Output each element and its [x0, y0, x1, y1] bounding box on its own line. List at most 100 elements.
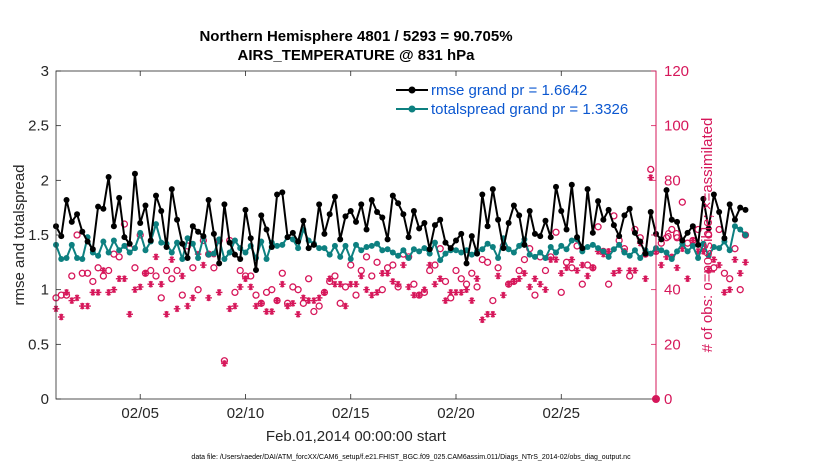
obs-assimilated-point	[268, 308, 276, 315]
obs-assimilated-point	[584, 272, 591, 280]
obs-assimilated-point	[273, 297, 281, 304]
spread-point	[384, 246, 391, 253]
rmse-point	[437, 216, 444, 223]
obs-possible-point	[726, 275, 734, 283]
rmse-point	[537, 233, 544, 240]
spread-point	[68, 241, 75, 248]
rmse-point	[363, 226, 370, 233]
rmse-point	[547, 234, 554, 241]
spread-point	[479, 246, 486, 253]
x-tick-label: 02/15	[332, 405, 370, 422]
rmse-point	[521, 241, 528, 248]
obs-possible-point	[194, 286, 202, 294]
spread-point	[668, 256, 675, 263]
rmse-point	[342, 213, 349, 220]
spread-point	[426, 250, 433, 257]
obs-possible-point	[357, 266, 365, 275]
spread-point	[547, 244, 554, 251]
rmse-point	[700, 195, 707, 202]
rmse-point	[205, 197, 212, 204]
obs-assimilated-point	[505, 280, 512, 288]
obs-possible-point	[731, 245, 739, 253]
spread-point	[374, 240, 381, 247]
obs-assimilated-point	[252, 302, 260, 310]
obs-possible-point	[531, 291, 539, 299]
obs-assimilated-point	[615, 267, 623, 274]
rmse-point	[95, 203, 102, 210]
right-tick-label: 120	[664, 63, 689, 80]
obs-possible-point	[541, 266, 550, 275]
left-axis: 0 0.5 1 1.5 2 2.5 3	[28, 63, 61, 408]
obs-possible-point	[120, 220, 129, 228]
rmse-point	[374, 209, 381, 216]
rmse-point	[600, 216, 607, 223]
obs-assimilated-point	[315, 294, 323, 302]
obs-possible-point	[468, 269, 476, 277]
obs-possible-point	[189, 264, 197, 272]
spread-point	[616, 241, 623, 248]
legend-rmse-marker	[408, 86, 416, 94]
left-tick-label: 2.5	[28, 118, 49, 135]
obs-possible-point	[441, 277, 450, 286]
spread-point	[568, 237, 575, 244]
rmse-point	[589, 229, 596, 236]
rmse-point	[689, 223, 696, 230]
spread-point	[126, 249, 133, 256]
rmse-point	[263, 226, 270, 233]
spread-point	[637, 254, 644, 261]
obs-assimilated-point	[126, 310, 133, 318]
obs-assimilated-point	[226, 305, 233, 313]
legend: rmse grand pr = 1.6642 totalspread grand…	[396, 82, 628, 118]
rmse-point	[400, 211, 407, 218]
obs-assimilated-point	[342, 302, 349, 310]
obs-assimilated-point	[605, 248, 612, 255]
obs-assimilated-point	[63, 289, 70, 296]
rmse-point	[331, 193, 338, 200]
rmse-point	[663, 187, 670, 194]
rmse-point	[416, 225, 423, 232]
obs-assimilated-point	[410, 291, 418, 299]
rmse-point	[431, 222, 438, 229]
obs-assimilated-point	[463, 286, 470, 293]
rmse-point	[605, 206, 612, 213]
obs-assimilated-point	[84, 302, 91, 310]
obs-possible-point	[294, 286, 302, 294]
rmse-point	[89, 246, 96, 253]
obs-assimilated-point	[479, 316, 486, 324]
spread-point	[674, 248, 681, 255]
x-axis-label: Feb.01,2014 00:00:00 start	[266, 428, 447, 445]
spread-point	[189, 240, 196, 247]
rmse-point	[642, 250, 649, 257]
spread-point	[416, 248, 423, 255]
spread-point	[421, 245, 428, 252]
rmse-point	[574, 234, 581, 241]
obs-assimilated-point	[384, 269, 391, 277]
obs-assimilated-point	[279, 280, 286, 288]
spread-point	[79, 256, 86, 263]
obs-possible-point	[157, 294, 165, 302]
rmse-point	[458, 230, 465, 237]
obs-assimilated-point	[294, 310, 302, 318]
spread-point	[621, 249, 628, 256]
obs-assimilated-point	[673, 264, 681, 272]
spread-point	[184, 235, 191, 242]
right-tick-label: 20	[664, 336, 681, 353]
rmse-point	[737, 204, 744, 211]
data-file-footer: data file: /Users/raeder/DAI/ATM_forcXX/…	[191, 454, 631, 461]
rmse-point	[79, 228, 86, 235]
obs-possible-point	[231, 288, 239, 297]
obs-possible-point	[89, 277, 97, 286]
spread-point	[116, 247, 123, 254]
rmse-point	[579, 245, 586, 252]
spread-point	[726, 247, 733, 254]
obs-assimilated-point	[336, 280, 344, 288]
obs-possible-point	[278, 269, 286, 277]
obs-assimilated-point	[152, 253, 160, 261]
spread-point	[210, 250, 217, 257]
lines-layer	[53, 170, 749, 273]
rmse-point	[295, 238, 302, 245]
obs-assimilated-point	[247, 283, 255, 291]
rmse-point	[542, 217, 549, 224]
rmse-point	[168, 186, 175, 193]
obs-assimilated-point	[726, 286, 733, 293]
